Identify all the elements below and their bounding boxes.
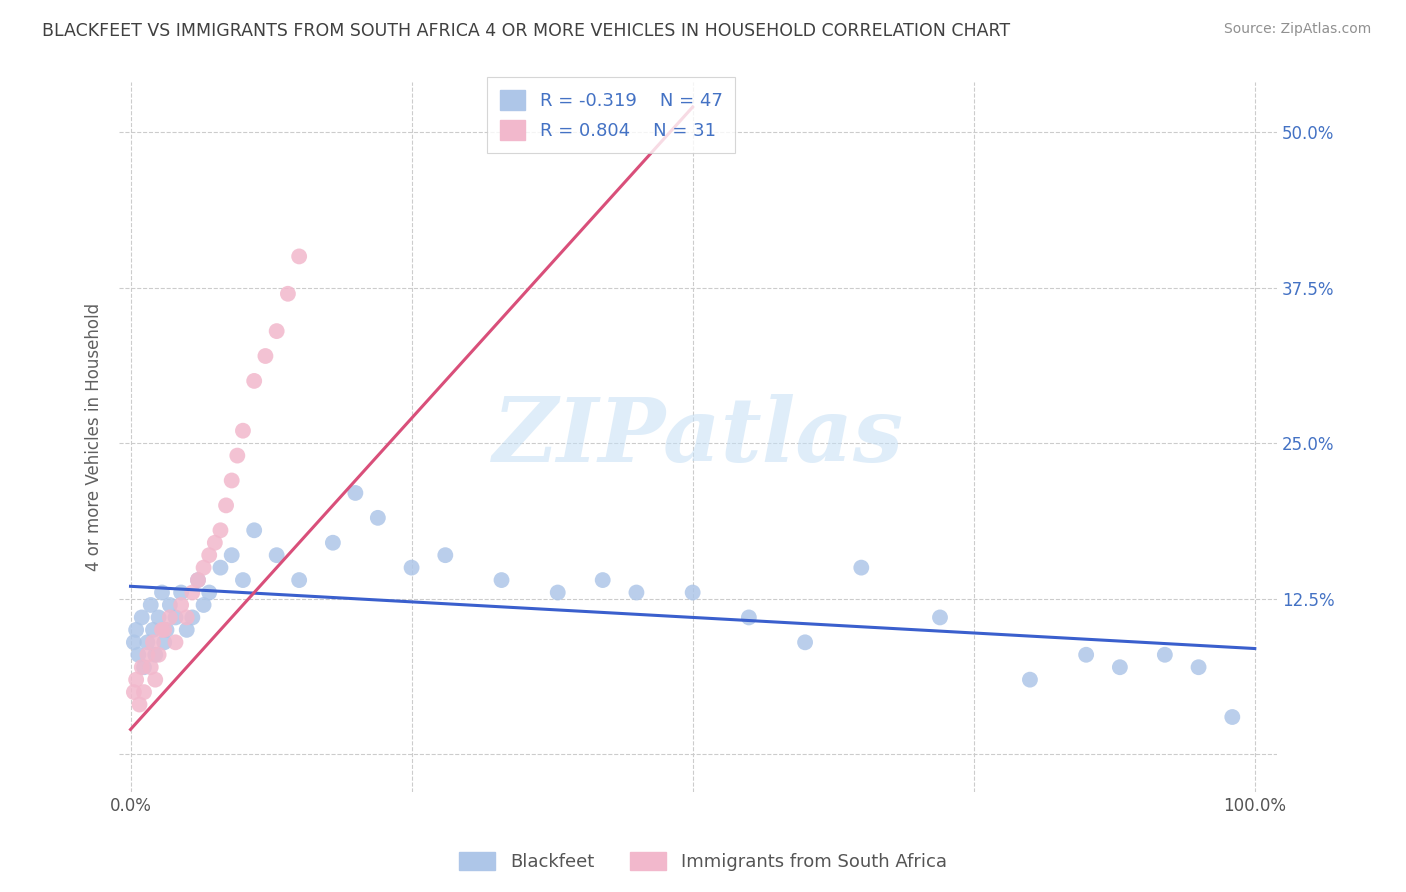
Point	[122, 685, 145, 699]
Point	[159, 598, 181, 612]
Point	[243, 374, 266, 388]
Point	[193, 560, 215, 574]
Point	[127, 648, 149, 662]
Point	[150, 585, 173, 599]
Point	[136, 648, 159, 662]
Point	[221, 474, 243, 488]
Point	[155, 623, 177, 637]
Point	[322, 535, 344, 549]
Point	[128, 698, 150, 712]
Point	[139, 660, 162, 674]
Point	[193, 598, 215, 612]
Point	[143, 673, 166, 687]
Point	[288, 249, 311, 263]
Point	[226, 449, 249, 463]
Point	[929, 610, 952, 624]
Point	[1108, 660, 1130, 674]
Point	[401, 560, 423, 574]
Text: Source: ZipAtlas.com: Source: ZipAtlas.com	[1223, 22, 1371, 37]
Point	[165, 610, 187, 624]
Point	[139, 598, 162, 612]
Legend: R = -0.319    N = 47, R = 0.804    N = 31: R = -0.319 N = 47, R = 0.804 N = 31	[488, 77, 735, 153]
Point	[738, 610, 761, 624]
Point	[1019, 673, 1042, 687]
Point	[132, 660, 155, 674]
Point	[187, 573, 209, 587]
Point	[232, 424, 254, 438]
Point	[148, 648, 170, 662]
Text: BLACKFEET VS IMMIGRANTS FROM SOUTH AFRICA 4 OR MORE VEHICLES IN HOUSEHOLD CORREL: BLACKFEET VS IMMIGRANTS FROM SOUTH AFRIC…	[42, 22, 1011, 40]
Point	[136, 635, 159, 649]
Point	[132, 685, 155, 699]
Point	[266, 324, 288, 338]
Point	[367, 511, 389, 525]
Point	[131, 660, 153, 674]
Point	[153, 623, 176, 637]
Text: ZIPatlas: ZIPatlas	[492, 393, 904, 480]
Point	[215, 499, 238, 513]
Point	[1153, 648, 1175, 662]
Point	[1187, 660, 1209, 674]
Point	[170, 598, 193, 612]
Point	[243, 523, 266, 537]
Point	[1076, 648, 1098, 662]
Point	[170, 585, 193, 599]
Point	[344, 486, 367, 500]
Point	[682, 585, 704, 599]
Point	[254, 349, 277, 363]
Point	[181, 610, 204, 624]
Point	[491, 573, 513, 587]
Point	[187, 573, 209, 587]
Point	[547, 585, 569, 599]
Point	[165, 635, 187, 649]
Point	[794, 635, 817, 649]
Point	[434, 548, 457, 562]
Point	[232, 573, 254, 587]
Point	[181, 585, 204, 599]
Point	[176, 623, 198, 637]
Point	[153, 635, 176, 649]
Point	[198, 548, 221, 562]
Point	[209, 523, 232, 537]
Point	[125, 673, 148, 687]
Point	[204, 535, 226, 549]
Point	[266, 548, 288, 562]
Point	[277, 286, 299, 301]
Point	[176, 610, 198, 624]
Y-axis label: 4 or more Vehicles in Household: 4 or more Vehicles in Household	[86, 303, 103, 571]
Point	[131, 610, 153, 624]
Point	[125, 623, 148, 637]
Point	[288, 573, 311, 587]
Point	[142, 623, 165, 637]
Point	[122, 635, 145, 649]
Point	[221, 548, 243, 562]
Point	[592, 573, 614, 587]
Point	[209, 560, 232, 574]
Point	[1220, 710, 1243, 724]
Point	[198, 585, 221, 599]
Point	[142, 635, 165, 649]
Legend: Blackfeet, Immigrants from South Africa: Blackfeet, Immigrants from South Africa	[453, 845, 953, 879]
Point	[159, 610, 181, 624]
Point	[143, 648, 166, 662]
Point	[851, 560, 873, 574]
Point	[148, 610, 170, 624]
Point	[150, 623, 173, 637]
Point	[626, 585, 648, 599]
